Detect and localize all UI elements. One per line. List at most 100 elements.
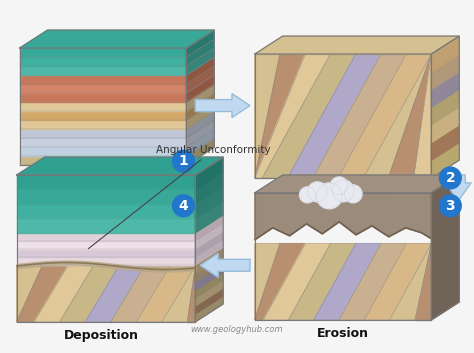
Circle shape <box>316 183 342 209</box>
Text: 3: 3 <box>446 199 455 213</box>
Polygon shape <box>20 93 186 102</box>
Polygon shape <box>415 244 431 320</box>
Polygon shape <box>20 48 186 57</box>
Polygon shape <box>186 138 214 165</box>
Polygon shape <box>255 193 431 240</box>
Polygon shape <box>255 244 280 320</box>
Polygon shape <box>20 30 214 48</box>
Circle shape <box>439 167 461 189</box>
Polygon shape <box>20 84 186 93</box>
Polygon shape <box>186 120 214 147</box>
Polygon shape <box>186 111 214 138</box>
Polygon shape <box>414 54 431 178</box>
Polygon shape <box>431 72 459 107</box>
Polygon shape <box>111 266 170 322</box>
Polygon shape <box>17 204 195 218</box>
Polygon shape <box>313 54 406 178</box>
Polygon shape <box>431 175 459 320</box>
Circle shape <box>300 187 315 203</box>
Polygon shape <box>314 244 381 320</box>
Polygon shape <box>17 266 68 322</box>
Polygon shape <box>389 54 431 178</box>
Polygon shape <box>289 244 356 320</box>
Polygon shape <box>20 138 186 147</box>
Text: Angular Unconformity: Angular Unconformity <box>88 145 270 249</box>
Polygon shape <box>20 129 186 138</box>
Polygon shape <box>20 111 186 120</box>
Polygon shape <box>255 36 459 54</box>
Circle shape <box>308 182 327 202</box>
Polygon shape <box>195 172 223 204</box>
Polygon shape <box>431 142 459 178</box>
Polygon shape <box>186 93 214 120</box>
Circle shape <box>332 180 354 202</box>
Polygon shape <box>17 241 195 249</box>
Text: Erosion: Erosion <box>317 327 369 340</box>
Polygon shape <box>255 54 330 178</box>
Polygon shape <box>195 186 223 218</box>
Polygon shape <box>20 147 186 156</box>
Polygon shape <box>262 54 356 178</box>
Polygon shape <box>17 157 223 175</box>
Text: Deposition: Deposition <box>66 170 142 183</box>
Polygon shape <box>288 54 381 178</box>
Polygon shape <box>255 244 305 320</box>
Polygon shape <box>186 48 214 75</box>
Polygon shape <box>187 266 195 322</box>
Circle shape <box>173 195 194 217</box>
Polygon shape <box>365 244 431 320</box>
Polygon shape <box>431 107 459 143</box>
Polygon shape <box>255 175 459 193</box>
Polygon shape <box>195 296 223 322</box>
Polygon shape <box>186 57 214 84</box>
Polygon shape <box>137 266 195 322</box>
Polygon shape <box>17 266 42 322</box>
Polygon shape <box>195 239 223 265</box>
Polygon shape <box>195 272 223 298</box>
Polygon shape <box>195 201 223 233</box>
Polygon shape <box>85 266 144 322</box>
Polygon shape <box>195 215 223 241</box>
Polygon shape <box>195 231 223 257</box>
Polygon shape <box>186 39 214 66</box>
Circle shape <box>439 195 461 217</box>
Polygon shape <box>431 36 459 72</box>
Polygon shape <box>17 249 195 257</box>
Text: 1: 1 <box>179 154 188 168</box>
Polygon shape <box>195 223 223 249</box>
Polygon shape <box>446 175 471 201</box>
Polygon shape <box>255 193 431 240</box>
Polygon shape <box>186 129 214 156</box>
Polygon shape <box>431 125 459 160</box>
Polygon shape <box>195 94 250 118</box>
Polygon shape <box>20 120 186 129</box>
Polygon shape <box>186 66 214 93</box>
Polygon shape <box>195 288 223 314</box>
Text: Uplift & tilting: Uplift & tilting <box>293 183 393 196</box>
Polygon shape <box>431 54 459 89</box>
Polygon shape <box>186 30 214 57</box>
Text: 4: 4 <box>179 199 188 213</box>
Polygon shape <box>20 102 186 111</box>
Polygon shape <box>17 257 195 265</box>
Text: www.geologyhub.com: www.geologyhub.com <box>191 325 283 334</box>
Polygon shape <box>195 248 223 274</box>
Polygon shape <box>162 266 195 322</box>
Polygon shape <box>20 156 186 165</box>
Polygon shape <box>363 54 431 178</box>
Polygon shape <box>338 54 431 178</box>
Polygon shape <box>195 256 223 282</box>
Text: Deposition: Deposition <box>64 329 138 342</box>
Circle shape <box>330 177 348 195</box>
Polygon shape <box>201 253 250 277</box>
Polygon shape <box>17 190 195 204</box>
Polygon shape <box>186 84 214 111</box>
Polygon shape <box>390 244 431 320</box>
Polygon shape <box>255 54 431 178</box>
Circle shape <box>173 150 194 172</box>
Polygon shape <box>20 57 186 66</box>
Text: 2: 2 <box>446 171 455 185</box>
Circle shape <box>344 185 362 203</box>
Polygon shape <box>20 75 186 84</box>
Polygon shape <box>264 244 330 320</box>
